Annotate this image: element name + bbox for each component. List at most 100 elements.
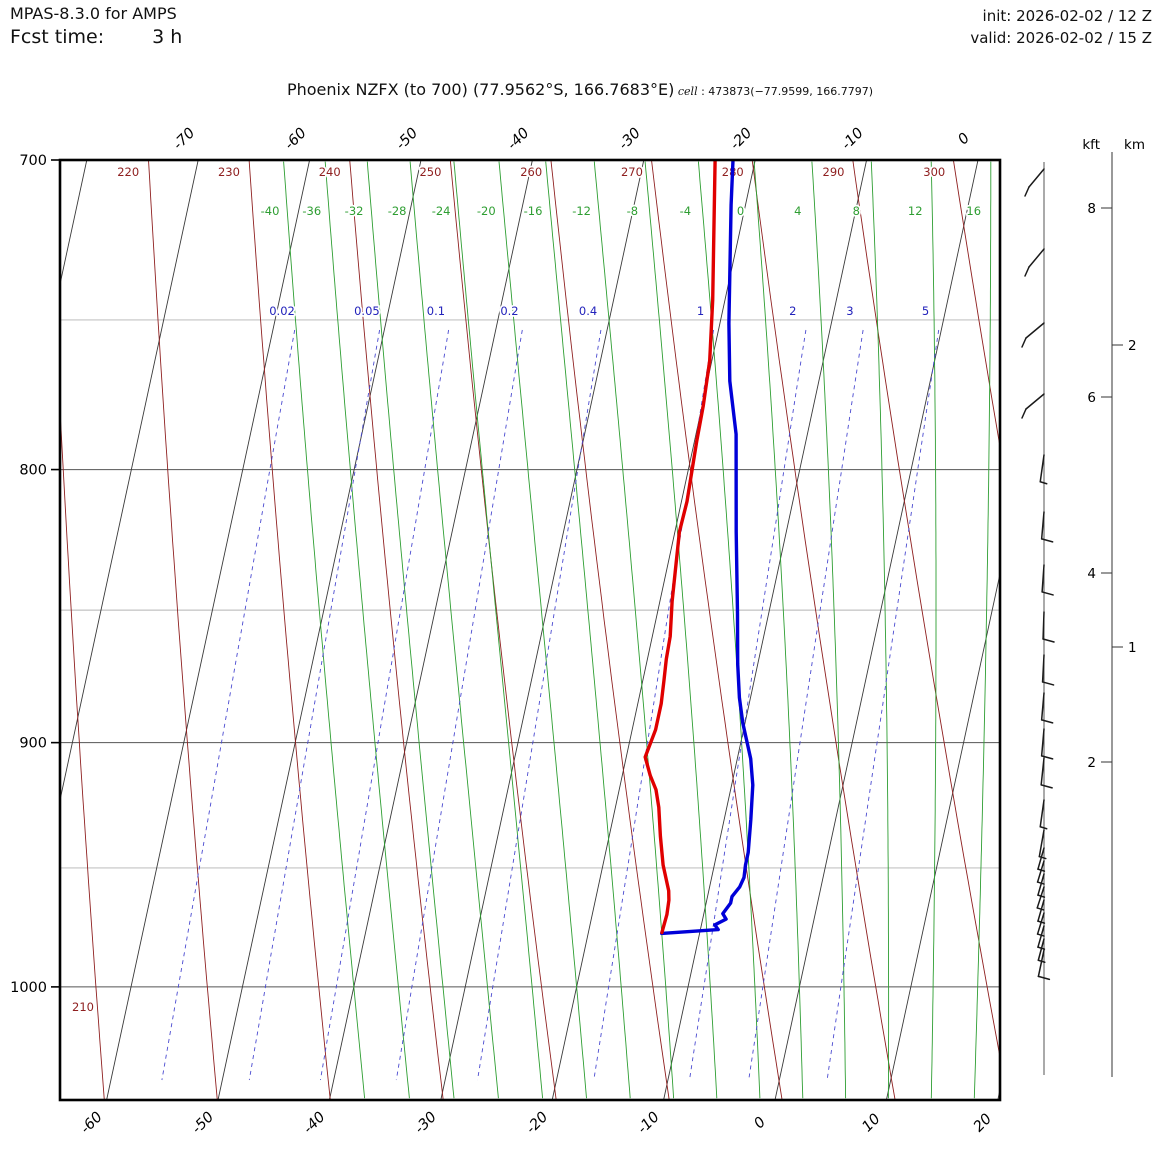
mixing-ratio-label: 0.4 <box>579 304 597 318</box>
moist-adiabat-label: -24 <box>432 204 451 218</box>
top-temp-tick-label: 0 <box>955 130 973 148</box>
moist-adiabat-label: -20 <box>477 204 496 218</box>
moist-adiabat-label: 16 <box>966 204 981 218</box>
forecast-time-row: Fcst time: 3 h <box>10 26 182 48</box>
mixing-ratio-label: 5 <box>922 304 929 318</box>
moist-adiabat-label: 12 <box>908 204 923 218</box>
top-temp-tick-label: -50 <box>393 125 421 153</box>
pressure-tick-label: 1000 <box>10 980 47 996</box>
station-title: Phoenix NZFX (to 700) (77.9562°S, 166.76… <box>286 80 675 99</box>
wind-barb <box>1042 611 1055 643</box>
cell-info: cell : 473873(−77.9599, 166.7797) <box>677 85 874 98</box>
kft-tick-label: 8 <box>1087 201 1096 217</box>
dry-adiabat-label: 210 <box>72 1000 94 1014</box>
run-times: init: 2026-02-02 / 12 Z valid: 2026-02-0… <box>970 5 1152 49</box>
bottom-temp-tick-label: -50 <box>189 1109 217 1137</box>
init-time-label: init: 2026-02-02 / 12 Z <box>982 7 1152 25</box>
top-temp-tick-label: -70 <box>170 125 198 153</box>
dry-adiabat-label: 230 <box>218 165 240 179</box>
mixing-ratio-label: 0.02 <box>269 304 295 318</box>
moist-adiabat-label: -32 <box>345 204 364 218</box>
wind-barb <box>1040 728 1054 760</box>
chart-title: Phoenix NZFX (to 700) (77.9562°S, 166.76… <box>60 80 1000 99</box>
wind-barb <box>1024 248 1045 277</box>
model-version-label: MPAS-8.3.0 for AMPS <box>10 4 177 23</box>
pressure-tick-label: 800 <box>19 463 47 479</box>
dry-adiabat-label: 250 <box>419 165 441 179</box>
kft-tick-label: 2 <box>1087 755 1096 771</box>
bottom-temp-tick-label: -10 <box>635 1109 663 1137</box>
top-temp-tick-label: -60 <box>282 125 310 153</box>
pressure-tick-label: 900 <box>19 736 47 752</box>
temp-axis-labels: -70 -60 -50 -40 -30 -20 -10 0-60 -50 -40 -30 -20 -10… <box>78 125 995 1137</box>
mixing-ratio-label: 0.05 <box>354 304 380 318</box>
bottom-temp-tick-label: 10 <box>859 1111 883 1135</box>
moist-adiabat-label: -28 <box>388 204 407 218</box>
moist-adiabat-label: 0 <box>737 204 744 218</box>
mixing-ratio-label: 0.2 <box>500 304 518 318</box>
moist-adiabat-label: -4 <box>680 204 691 218</box>
dry-adiabat-label: 270 <box>621 165 643 179</box>
dry-adiabat-label: 300 <box>923 165 945 179</box>
moist-adiabat-label: -8 <box>627 204 638 218</box>
dry-adiabat-label: 240 <box>319 165 341 179</box>
bottom-temp-tick-label: 20 <box>971 1111 995 1135</box>
top-temp-tick-label: -20 <box>727 125 755 153</box>
moist-adiabat-label: -40 <box>261 204 280 218</box>
adiabat-labels: 220 230 240 250 260 270 2 8 0 290 300 210 -40 -36 -32 -… <box>70 163 983 1016</box>
pressure-gridlines <box>60 319 1000 988</box>
kft-tick-label: 6 <box>1087 390 1096 406</box>
plot-frame <box>58 158 1002 1102</box>
wind-barbs <box>1021 162 1055 1075</box>
mixing-ratio-lines <box>161 329 940 1081</box>
kft-axis-label: kft <box>1082 137 1100 153</box>
bottom-temp-tick-label: -60 <box>78 1109 106 1137</box>
temperature-trace <box>660 160 755 936</box>
valid-time-label: valid: 2026-02-02 / 15 Z <box>970 29 1152 47</box>
bottom-temp-tick-label: -30 <box>412 1109 440 1137</box>
wind-barb <box>1036 886 1045 911</box>
top-temp-tick-label: -40 <box>505 125 533 153</box>
forecast-time-label: Fcst time: <box>10 26 105 48</box>
wind-barb <box>1040 757 1053 789</box>
top-temp-tick-label: -10 <box>839 125 867 153</box>
wind-barb <box>1041 654 1055 686</box>
pressure-axis: 700 800 900 1000 <box>10 153 60 996</box>
mixing-ratio-label: 2 <box>789 304 796 318</box>
height-axis: kft km 8 6 4 2 2 1 <box>1082 137 1145 1077</box>
sounding-traces <box>643 160 755 936</box>
dry-adiabat-lines <box>60 160 1000 1100</box>
wind-barb <box>1040 511 1054 543</box>
moist-adiabat-label: -16 <box>524 204 543 218</box>
wind-barb <box>1038 829 1047 860</box>
bottom-temp-tick-label: -20 <box>523 1109 551 1137</box>
dry-adiabat-label: 220 <box>117 165 139 179</box>
bottom-temp-tick-label: -40 <box>301 1109 329 1137</box>
top-temp-tick-label: -30 <box>616 125 644 153</box>
wind-barb <box>1037 949 1051 981</box>
moist-adiabat-label: -36 <box>302 204 321 218</box>
km-tick-label: 2 <box>1128 338 1137 354</box>
wind-barb <box>1021 322 1045 348</box>
mixing-ratio-label: 0.1 <box>427 304 445 318</box>
forecast-time-value: 3 h <box>152 26 183 48</box>
km-axis-label: km <box>1124 137 1145 153</box>
moist-adiabat-lines <box>283 161 992 1099</box>
wind-barb <box>1021 393 1045 419</box>
wind-barb <box>1040 692 1054 724</box>
mixing-ratio-label: 3 <box>846 304 853 318</box>
moist-adiabat-label: 4 <box>794 204 801 218</box>
kft-tick-label: 4 <box>1087 566 1096 582</box>
moist-adiabat-label: -12 <box>572 204 591 218</box>
wind-barb <box>1039 454 1048 485</box>
mixing-ratio-label: 1 <box>697 304 704 318</box>
dewpoint-trace <box>643 160 717 935</box>
km-tick-label: 1 <box>1128 640 1137 656</box>
dry-adiabat-label: 290 <box>823 165 845 179</box>
wind-barb <box>1041 564 1054 596</box>
pressure-tick-label: 700 <box>19 153 47 169</box>
bottom-temp-tick-label: 0 <box>751 1114 769 1132</box>
wind-barb <box>1039 799 1048 830</box>
